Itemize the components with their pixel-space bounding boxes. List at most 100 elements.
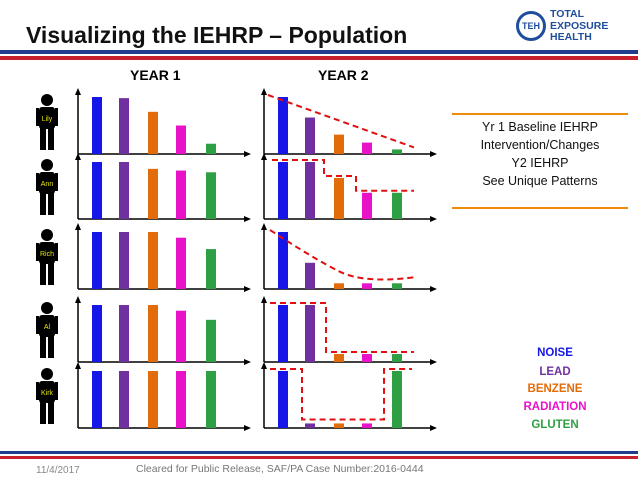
- bar-radiation: [176, 125, 186, 154]
- person-name-label: Kirk: [41, 390, 54, 397]
- person-name-label: Al: [44, 324, 51, 331]
- bar-noise: [278, 162, 288, 219]
- axis-arrow-icon: [244, 425, 251, 431]
- person-leg-icon: [40, 128, 46, 150]
- bar-benzene: [148, 371, 158, 428]
- person-body-icon: [39, 242, 55, 264]
- axis-arrow-icon: [430, 216, 437, 222]
- axis-arrow-icon: [75, 223, 81, 230]
- bar-benzene: [334, 354, 344, 362]
- year2-heading: YEAR 2: [318, 67, 369, 83]
- trend-line-ann: [272, 159, 414, 192]
- trend-line-rich: [269, 229, 415, 281]
- bar-benzene: [334, 134, 344, 154]
- bar-noise: [278, 232, 288, 289]
- bar-benzene: [148, 305, 158, 362]
- bar-lead: [119, 98, 129, 154]
- legend-radiation: RADIATION: [523, 401, 587, 413]
- note-box: Yr 1 Baseline IEHRP Intervention/Changes…: [452, 118, 628, 190]
- bar-lead: [305, 423, 315, 428]
- note-line-3: Y2 IEHRP: [511, 156, 569, 170]
- bar-noise: [92, 232, 102, 289]
- trend-line-lily: [267, 94, 415, 149]
- bar-benzene: [148, 168, 158, 219]
- axis-arrow-icon: [75, 296, 81, 303]
- bar-gluten: [392, 149, 402, 154]
- bar-gluten: [206, 319, 216, 362]
- bar-benzene: [334, 177, 344, 219]
- axis-arrow-icon: [75, 362, 81, 369]
- person-arm-icon: [36, 316, 39, 334]
- axis-arrow-icon: [244, 216, 251, 222]
- footer-stripe-blue: [0, 451, 638, 454]
- axis-arrow-icon: [75, 153, 81, 160]
- person-head-icon: [41, 94, 53, 106]
- axis-arrow-icon: [261, 88, 267, 95]
- header-stripe-blue: [0, 50, 638, 54]
- legend-noise: NOISE: [537, 347, 573, 359]
- bar-radiation: [362, 423, 372, 428]
- person-body-icon: [39, 172, 55, 194]
- person-leg-icon: [48, 336, 54, 358]
- person-head-icon: [41, 229, 53, 241]
- axis-arrow-icon: [244, 151, 251, 157]
- legend-lead: LEAD: [539, 366, 571, 378]
- person-leg-icon: [40, 263, 46, 285]
- bar-noise: [92, 162, 102, 219]
- axis-arrow-icon: [430, 151, 437, 157]
- axis-arrow-icon: [261, 223, 267, 230]
- person-arm-icon: [36, 243, 39, 261]
- bar-radiation: [362, 192, 372, 219]
- bar-radiation: [362, 354, 372, 362]
- axis-arrow-icon: [430, 425, 437, 431]
- person-body-icon: [39, 381, 55, 403]
- slide-title: Visualizing the IEHRP – Population: [26, 22, 408, 48]
- header-stripe-white: [0, 54, 638, 56]
- person-leg-icon: [48, 263, 54, 285]
- note-line-4: See Unique Patterns: [482, 174, 598, 188]
- legend-gluten: GLUTEN: [531, 419, 579, 431]
- bar-noise: [92, 305, 102, 362]
- bar-radiation: [362, 283, 372, 289]
- bar-lead: [305, 162, 315, 219]
- footer-date: 11/4/2017: [36, 465, 80, 476]
- bar-noise: [278, 371, 288, 428]
- bar-lead: [119, 305, 129, 362]
- logo-line-2: EXPOSURE: [550, 19, 609, 32]
- year1-heading: YEAR 1: [130, 67, 181, 83]
- person-leg-icon: [48, 128, 54, 150]
- bar-lead: [305, 262, 315, 289]
- bar-radiation: [176, 310, 186, 362]
- footer-stripe-red: [0, 456, 638, 459]
- footer-stripe-white: [0, 454, 638, 456]
- header-stripe-red: [0, 56, 638, 60]
- bar-gluten: [206, 371, 216, 428]
- axis-arrow-icon: [261, 362, 267, 369]
- footer-release-note: Cleared for Public Release, SAF/PA Case …: [136, 463, 424, 475]
- bar-benzene: [148, 232, 158, 289]
- axis-arrow-icon: [261, 153, 267, 160]
- bar-benzene: [334, 283, 344, 289]
- person-arm-icon: [36, 382, 39, 400]
- person-arm-icon: [55, 382, 58, 400]
- bar-gluten: [206, 143, 216, 154]
- bar-lead: [119, 162, 129, 219]
- bar-gluten: [392, 192, 402, 219]
- bar-noise: [92, 97, 102, 154]
- person-body-icon: [39, 315, 55, 337]
- person-arm-icon: [36, 173, 39, 191]
- person-leg-icon: [40, 336, 46, 358]
- bar-benzene: [334, 423, 344, 428]
- bar-noise: [278, 305, 288, 362]
- bar-radiation: [362, 142, 372, 154]
- axis-arrow-icon: [261, 296, 267, 303]
- bar-radiation: [176, 170, 186, 219]
- note-bottom-rule: [452, 207, 628, 209]
- logo-line-3: HEALTH: [550, 31, 592, 43]
- logo-line-1: TOTAL: [550, 8, 585, 20]
- teh-logo-mark: TEH: [516, 11, 546, 41]
- bar-lead: [305, 117, 315, 154]
- note-top-rule: [452, 113, 628, 115]
- bar-radiation: [176, 237, 186, 289]
